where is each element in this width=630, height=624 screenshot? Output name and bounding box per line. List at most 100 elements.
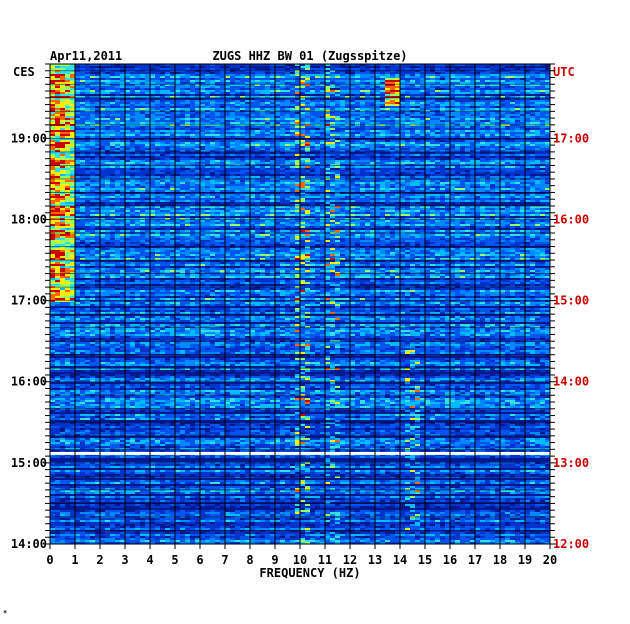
spectrogram-cell	[240, 162, 245, 164]
spectrogram-cell	[370, 120, 375, 122]
spectrogram-cell	[210, 112, 215, 114]
spectrogram-cell	[385, 132, 390, 134]
spectrogram-cell	[135, 134, 140, 136]
spectrogram-cell	[130, 166, 135, 168]
spectrogram-cell	[55, 88, 60, 90]
spectrogram-cell	[335, 90, 340, 92]
spectrogram-cell	[75, 92, 80, 94]
spectrogram-cell	[225, 86, 230, 88]
spectrogram-cell	[140, 130, 145, 132]
spectrogram-cell	[365, 112, 370, 114]
spectrogram-cell	[400, 104, 405, 106]
spectrogram-cell	[180, 90, 185, 92]
spectrogram-cell	[75, 78, 80, 80]
spectrogram-cell	[500, 108, 505, 110]
spectrogram-cell	[380, 144, 385, 146]
spectrogram-cell	[80, 128, 85, 130]
spectrogram-cell	[465, 100, 470, 102]
spectrogram-cell	[535, 80, 540, 82]
spectrogram-cell	[525, 100, 530, 102]
spectrogram-cell	[360, 136, 365, 138]
spectrogram-cell	[215, 108, 220, 110]
spectrogram-cell	[140, 80, 145, 82]
spectrogram-cell	[260, 172, 265, 174]
spectrogram-cell	[465, 86, 470, 88]
spectrogram-cell	[440, 68, 445, 70]
spectrogram-cell	[265, 116, 270, 118]
spectrogram-cell	[365, 128, 370, 130]
spectrogram-cell	[250, 74, 255, 76]
spectrogram-cell	[220, 90, 225, 92]
spectrogram-cell	[55, 86, 60, 88]
spectrogram-cell	[140, 72, 145, 74]
spectrogram-cell	[320, 170, 325, 172]
spectrogram-cell	[65, 104, 70, 106]
spectrogram-cell	[70, 112, 75, 114]
spectrogram-cell	[435, 66, 440, 68]
spectrogram-cell	[300, 154, 305, 156]
spectrogram-cell	[450, 134, 455, 136]
spectrogram-cell	[535, 130, 540, 132]
spectrogram-cell	[220, 92, 225, 94]
spectrogram-cell	[60, 166, 65, 168]
spectrogram-cell	[325, 90, 330, 92]
spectrogram-cell	[235, 72, 240, 74]
spectrogram-cell	[135, 168, 140, 170]
spectrogram-cell	[130, 80, 135, 82]
spectrogram-cell	[540, 68, 545, 70]
spectrogram-cell	[545, 112, 550, 114]
spectrogram-cell	[540, 132, 545, 134]
spectrogram-cell	[415, 154, 420, 156]
spectrogram-cell	[50, 134, 55, 136]
spectrogram-cell	[140, 144, 145, 146]
spectrogram-cell	[360, 76, 365, 78]
spectrogram-cell	[235, 142, 240, 144]
spectrogram-cell	[355, 156, 360, 158]
spectrogram-cell	[145, 144, 150, 146]
spectrogram-cell	[225, 116, 230, 118]
spectrogram-cell	[340, 78, 345, 80]
spectrogram-cell	[215, 98, 220, 100]
spectrogram-cell	[415, 158, 420, 160]
spectrogram-cell	[375, 144, 380, 146]
spectrogram-cell	[130, 160, 135, 162]
spectrogram-cell	[175, 112, 180, 114]
spectrogram-cell	[515, 120, 520, 122]
spectrogram-cell	[90, 108, 95, 110]
spectrogram-cell	[365, 132, 370, 134]
spectrogram-cell	[120, 92, 125, 94]
spectrogram-cell	[295, 162, 300, 164]
spectrogram-cell	[245, 172, 250, 174]
spectrogram-cell	[55, 114, 60, 116]
spectrogram-cell	[400, 120, 405, 122]
spectrogram-cell	[425, 130, 430, 132]
spectrogram-cell	[255, 86, 260, 88]
spectrogram-cell	[190, 132, 195, 134]
spectrogram-cell	[500, 82, 505, 84]
spectrogram-cell	[530, 108, 535, 110]
spectrogram-cell	[240, 100, 245, 102]
spectrogram-cell	[50, 76, 55, 78]
spectrogram-cell	[325, 120, 330, 122]
spectrogram-cell	[520, 130, 525, 132]
spectrogram-cell	[485, 72, 490, 74]
spectrogram-cell	[205, 140, 210, 142]
spectrogram-cell	[330, 134, 335, 136]
spectrogram-cell	[70, 148, 75, 150]
spectrogram-cell	[260, 130, 265, 132]
spectrogram-cell	[480, 142, 485, 144]
spectrogram-cell	[450, 120, 455, 122]
spectrogram-cell	[105, 132, 110, 134]
spectrogram-cell	[495, 160, 500, 162]
spectrogram-cell	[375, 90, 380, 92]
spectrogram-cell	[245, 162, 250, 164]
spectrogram-cell	[480, 166, 485, 168]
spectrogram-cell	[390, 154, 395, 156]
spectrogram-cell	[460, 156, 465, 158]
spectrogram-cell	[55, 90, 60, 92]
spectrogram-cell	[240, 74, 245, 76]
spectrogram-cell	[195, 114, 200, 116]
spectrogram-cell	[250, 170, 255, 172]
spectrogram-cell	[320, 76, 325, 78]
spectrogram-cell	[120, 106, 125, 108]
